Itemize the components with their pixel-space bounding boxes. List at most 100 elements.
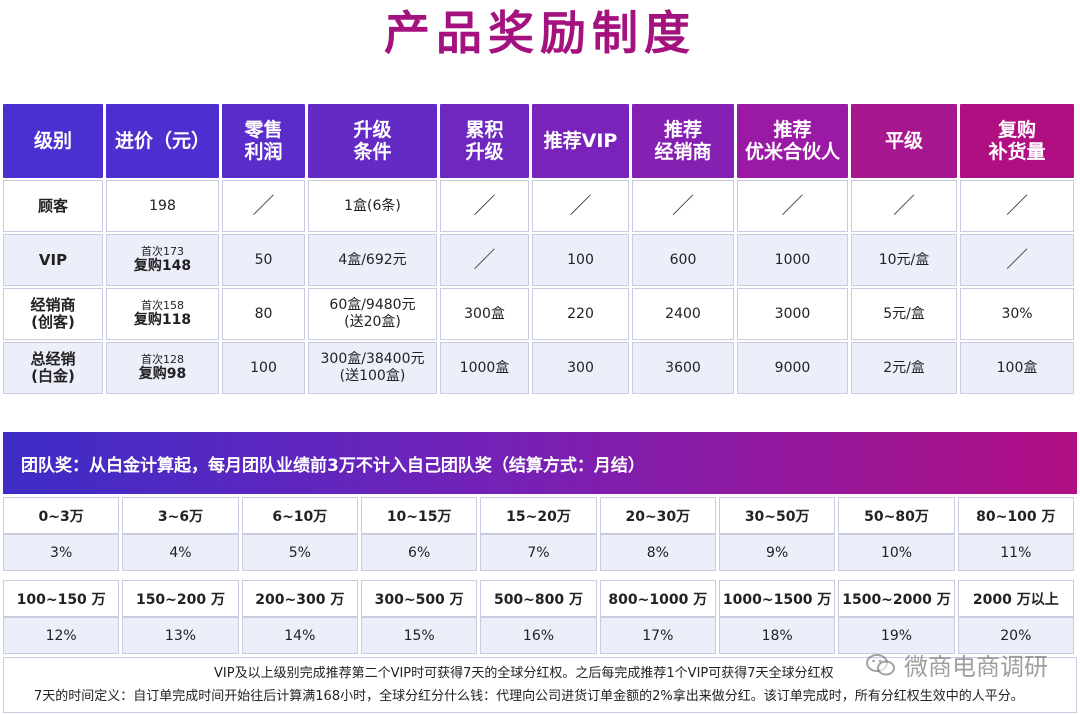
- price-repeat: 复购118: [133, 312, 192, 328]
- tier-range: 100~150 万: [3, 580, 120, 617]
- level-label: 经销商 (创客): [30, 296, 76, 331]
- cumulative-value: 300盒: [464, 305, 505, 322]
- upgrade-value: 300盒/38400元 (送100盒): [320, 351, 425, 384]
- rec-dealer-value: 600: [669, 251, 697, 268]
- footer-line-2: 7天的时间定义：自订单完成时间开始往后计算满168小时，全球分红分什么钱：代理向…: [34, 689, 1024, 704]
- tier-rate: 15%: [361, 617, 478, 654]
- header-cell: 级别: [3, 104, 103, 178]
- table-cell: 50: [222, 234, 305, 286]
- table-cell: 经销商 (创客): [3, 288, 103, 340]
- rec-vip-value: 220: [567, 305, 594, 322]
- retail-value: 80: [254, 305, 273, 322]
- rec-partner-value: ／: [781, 193, 804, 219]
- tier-rate: 14%: [241, 617, 358, 654]
- peer-value: 2元/盒: [883, 359, 925, 376]
- table-cell: ／: [440, 234, 529, 286]
- level-label: VIP: [38, 250, 68, 269]
- table-cell: 300: [532, 342, 629, 394]
- level-label: 总经销 (白金): [30, 350, 76, 385]
- table-cell: 300盒: [440, 288, 529, 340]
- table-cell: 首次173 复购148: [106, 234, 219, 286]
- table-cell: 4盒/692元: [308, 234, 437, 286]
- table-cell: ／: [440, 180, 529, 232]
- reward-table: 级别 进价（元） 零售 利润 升级 条件 累积 升级 推荐VIP 推荐 经销商 推荐 优米合伙…: [3, 104, 1077, 394]
- table-cell: 总经销 (白金): [3, 342, 103, 394]
- table-cell: 198: [106, 180, 219, 232]
- tier-rate: 20%: [957, 617, 1074, 654]
- rec-vip-value: 300: [567, 359, 594, 376]
- price-first: 首次128: [141, 353, 184, 366]
- rec-dealer-value: ／: [671, 193, 694, 219]
- tier-range: 15~20万: [480, 497, 597, 534]
- tier-range: 150~200 万: [122, 580, 239, 617]
- price-value: 198: [149, 197, 176, 214]
- table-cell: 3600: [632, 342, 734, 394]
- tier-rate: 8%: [599, 534, 716, 571]
- table-cell: 2元/盒: [851, 342, 957, 394]
- upgrade-value: 4盒/692元: [338, 251, 407, 268]
- table-cell: 80: [222, 288, 305, 340]
- page-title: 产品奖励制度: [384, 6, 696, 60]
- price-first: 首次158: [141, 299, 184, 312]
- table-cell: 1000盒: [440, 342, 529, 394]
- level-label: 顾客: [37, 196, 68, 215]
- header-cell: 复购 补货量: [960, 104, 1074, 178]
- rec-vip-value: ／: [569, 193, 592, 219]
- header-cell: 升级 条件: [308, 104, 437, 178]
- tier-range: 1000~1500 万: [719, 580, 836, 617]
- table-cell: 30%: [960, 288, 1074, 340]
- tier-range: 800~1000 万: [599, 580, 716, 617]
- watermark-text: 微商电商调研: [904, 653, 1048, 681]
- table-cell: 220: [532, 288, 629, 340]
- header-cell: 进价（元）: [106, 104, 219, 178]
- retail-value: 100: [250, 359, 277, 376]
- tier-range: 1500~2000 万: [838, 580, 955, 617]
- cumulative-value: ／: [473, 247, 496, 273]
- table-cell: 1盒(6条): [308, 180, 437, 232]
- repurchase-value: 30%: [1001, 305, 1033, 322]
- retail-value: 50: [254, 251, 273, 268]
- price-repeat: 复购148: [133, 258, 192, 274]
- tier-range: 50~80万: [838, 497, 955, 534]
- tier-rate: 16%: [480, 617, 597, 654]
- header-cell: 推荐 优米合伙人: [737, 104, 848, 178]
- tier-rate: 6%: [361, 534, 478, 571]
- tier-range: 6~10万: [241, 497, 358, 534]
- peer-value: 10元/盒: [878, 251, 930, 268]
- tier-rate: 17%: [599, 617, 716, 654]
- tier-rate: 12%: [3, 617, 120, 654]
- wechat-icon: [866, 653, 895, 675]
- team-tier-table-2: 100~150 万 12% 150~200 万 13% 200~300 万 14% 300~…: [3, 580, 1077, 656]
- rec-partner-value: 3000: [774, 305, 811, 322]
- tier-rate: 5%: [241, 534, 358, 571]
- header-cell: 零售 利润: [222, 104, 305, 178]
- tier-range: 80~100 万: [957, 497, 1074, 534]
- header-cell: 推荐VIP: [532, 104, 629, 178]
- repurchase-value: ／: [1005, 247, 1028, 273]
- peer-value: 5元/盒: [883, 305, 925, 322]
- table-cell: 300盒/38400元 (送100盒): [308, 342, 437, 394]
- tier-range: 10~15万: [361, 497, 478, 534]
- repurchase-value: ／: [1005, 193, 1028, 219]
- rec-vip-value: 100: [567, 251, 594, 268]
- tier-rate: 19%: [838, 617, 955, 654]
- table-cell: 60盒/9480元 (送20盒): [308, 288, 437, 340]
- table-cell: 2400: [632, 288, 734, 340]
- table-cell: 顾客: [3, 180, 103, 232]
- table-cell: 600: [632, 234, 734, 286]
- repurchase-value: 100盒: [996, 359, 1038, 376]
- header-cell: 累积 升级: [440, 104, 529, 178]
- footer-line-1: VIP及以上级别完成推荐第二个VIP时可获得7天的全球分红权。之后每完成推荐1个…: [214, 666, 834, 681]
- cumulative-value: 1000盒: [459, 359, 510, 376]
- tier-range: 3~6万: [122, 497, 239, 534]
- tier-range: 300~500 万: [361, 580, 478, 617]
- tier-range: 20~30万: [599, 497, 716, 534]
- rec-dealer-value: 3600: [665, 359, 701, 376]
- tier-rate: 4%: [122, 534, 239, 571]
- table-cell: ／: [960, 234, 1074, 286]
- table-cell: 首次158 复购118: [106, 288, 219, 340]
- peer-value: ／: [892, 193, 915, 219]
- tier-rate: 9%: [719, 534, 836, 571]
- table-cell: ／: [632, 180, 734, 232]
- header-cell: 平级: [851, 104, 957, 178]
